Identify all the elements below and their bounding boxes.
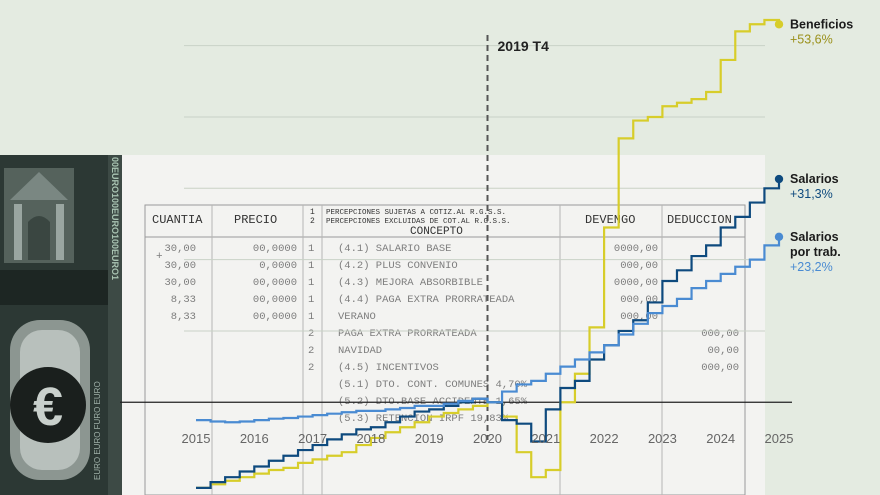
payslip-header-precio: PRECIO [234,213,277,227]
payslip-cell-devengo: 0000,00 [614,277,658,289]
payslip-cell-concepto: (5.3) RETENCION IRPF 19,83% [338,413,509,425]
chart-annotation: 2019 T4 [486,35,550,440]
x-tick-label: 2019 [415,431,444,446]
payslip-cell-code: 2 [308,362,314,374]
x-tick-label: 2017 [298,431,327,446]
payslip-cell-concepto: (4.5) INCENTIVOS [338,362,439,374]
payslip-cell-cuantia: 30,00 [164,243,196,255]
legend-value-beneficios: +53,6% [790,32,833,46]
euro-banknote: € 00EURO100EURO100EURO1 EURO EURO FURO E… [0,155,122,495]
payslip-cell-cuantia: 30,00 [164,277,196,289]
payslip-header-marker: 2 [310,217,315,226]
payslip-cell-code: 1 [308,311,314,323]
payslip-cell-concepto: VERANO [338,311,376,323]
payslip-cell-code: 1 [308,294,314,306]
legend-name-salarios_por_trab: Salarios por trab. [790,230,841,259]
series-endpoint-salarios [774,174,784,184]
payslip-cell-deduccion: 000,00 [701,328,739,340]
payslip-cell-concepto: PAGA EXTRA PRORRATEADA [338,328,477,340]
annotation-label: 2019 T4 [498,38,550,54]
payslip-header-marker: 1 [310,208,315,217]
legend-value-salarios: +31,3% [790,187,833,201]
banknote-side-text: 00EURO100EURO100EURO1 [110,157,120,280]
payslip-cell-cuantia: 8,33 [171,294,196,306]
payslip-header-concepto: CONCEPTO [410,226,463,238]
x-tick-label: 2020 [473,431,502,446]
payslip-cell-deduccion: 00,00 [707,345,739,357]
euro-symbol: € [33,377,63,437]
chart-series [196,18,784,489]
payslip-cell-code: 2 [308,345,314,357]
x-tick-label: 2016 [240,431,269,446]
payslip-cell-precio: 00,0000 [253,243,297,255]
x-tick-label: 2023 [648,431,677,446]
payslip-plus-mark: + [156,251,163,263]
payslip-cell-code: 1 [308,277,314,289]
payslip-cell-devengo: 0000,00 [614,243,658,255]
payslip-cell-code: 1 [308,243,314,255]
legend-name-salarios: Salarios [790,172,839,186]
payslip-background: CUANTIA PRECIO 1 2 PERCEPCIONES SUJETAS … [120,155,765,495]
payslip-paper [120,155,765,495]
payslip-header-cuantia: CUANTIA [152,213,203,227]
payslip-header-concepto-line2: PERCEPCIONES EXCLUIDAS DE COT.AL R.G.S.S… [326,218,511,226]
payslip-cell-deduccion: 000,00 [701,362,739,374]
euro-icon [10,367,86,443]
payslip-cell-concepto: (5.1) DTO. CONT. COMUNES 4,70% [338,379,528,391]
chart-grid [120,45,792,403]
payslip-cell-concepto: (4.2) PLUS CONVENIO [338,260,458,272]
legend-value-salarios_por_trab: +23,2% [790,260,833,274]
payslip-cell-concepto: (4.3) MEJORA ABSORBIBLE [338,277,483,289]
x-tick-label: 2018 [356,431,385,446]
payslip-cell-cuantia: 30,00 [164,260,196,272]
series-line-salarios_por_trab [196,236,781,424]
payslip-cell-cuantia: 8,33 [171,311,196,323]
payslip-cell-concepto: (4.4) PAGA EXTRA PRORRATEADA [338,294,515,306]
series-endpoint-salarios_por_trab [774,232,784,242]
x-tick-label: 2021 [531,431,560,446]
x-tick-label: 2022 [590,431,619,446]
payslip-header-deduccion: DEDUCCION [667,213,732,227]
payslip-cell-precio: 00,0000 [253,277,297,289]
payslip-rows: 30,00 00,0000 1 (4.1) SALARIO BASE 0000,00 30… [164,243,739,425]
payslip-cell-precio: 0,0000 [259,260,297,272]
x-tick-label: 2015 [182,431,211,446]
legend-name-beneficios: Beneficios [790,17,853,31]
x-tick-label: 2025 [765,431,794,446]
series-endpoint-beneficios [774,20,784,29]
payslip-table-border [144,204,746,495]
payslip-header-concepto-line1: PERCEPCIONES SUJETAS A COTIZ.AL R.G.S.S. [326,209,506,217]
chart-x-axis: 2015 2016 2017 2018 2019 2020 2021 2022 2023 2024… [182,431,794,446]
payslip-cell-code: 2 [308,328,314,340]
banknote-bottom-text: EURO EURO FURO EURO [93,381,102,480]
payslip-cell-concepto: NAVIDAD [338,345,382,357]
chart-legend: Beneficios+53,6% Salarios+31,3% Salarios po… [790,17,853,274]
payslip-cell-devengo: 000,00 [620,260,658,272]
payslip-cell-code: 1 [308,260,314,272]
payslip-cell-devengo: 000,00 [620,294,658,306]
payslip-cell-precio: 00,0000 [253,311,297,323]
payslip-header-devengo: DEVENGO [585,213,635,227]
x-tick-label: 2024 [706,431,735,446]
payslip-cell-concepto: (4.1) SALARIO BASE [338,243,451,255]
payslip-cell-precio: 00,0000 [253,294,297,306]
